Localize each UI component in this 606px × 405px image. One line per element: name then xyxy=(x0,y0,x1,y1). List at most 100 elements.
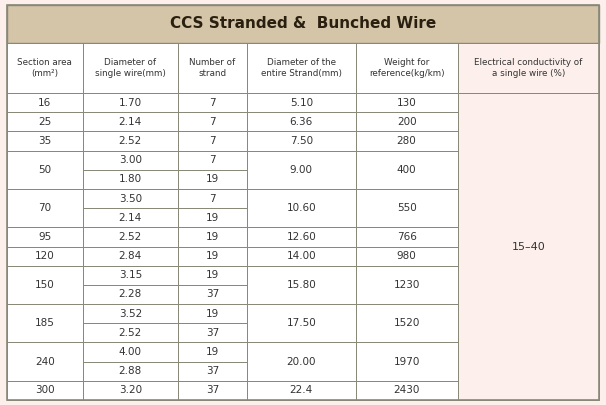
Bar xyxy=(7,43,82,93)
Bar xyxy=(82,247,178,266)
Bar xyxy=(247,131,356,151)
Text: 9.00: 9.00 xyxy=(290,165,313,175)
Text: Electrical conductivity of
a single wire (%): Electrical conductivity of a single wire… xyxy=(474,58,582,78)
Text: 16: 16 xyxy=(38,98,52,108)
Text: 95: 95 xyxy=(38,232,52,242)
Bar xyxy=(82,43,178,93)
Bar xyxy=(82,304,178,323)
Text: 2.14: 2.14 xyxy=(119,117,142,127)
Bar xyxy=(356,189,458,227)
Text: 2.52: 2.52 xyxy=(119,136,142,146)
Text: 70: 70 xyxy=(38,203,52,213)
Bar xyxy=(178,112,247,131)
Bar xyxy=(178,343,247,362)
Text: 550: 550 xyxy=(397,203,416,213)
Bar xyxy=(247,112,356,131)
Text: 7: 7 xyxy=(209,155,216,165)
Bar xyxy=(178,189,247,208)
Text: 19: 19 xyxy=(206,232,219,242)
Bar xyxy=(178,93,247,112)
Text: CCS Stranded &  Bunched Wire: CCS Stranded & Bunched Wire xyxy=(170,17,436,32)
Bar xyxy=(7,5,599,43)
Bar xyxy=(82,151,178,170)
Bar xyxy=(7,227,82,247)
Text: 19: 19 xyxy=(206,174,219,184)
Bar xyxy=(247,247,356,266)
Text: 1230: 1230 xyxy=(393,280,420,290)
Bar xyxy=(247,304,356,343)
Bar xyxy=(7,304,82,343)
Bar xyxy=(82,266,178,285)
Text: 120: 120 xyxy=(35,251,55,261)
Text: 37: 37 xyxy=(206,328,219,338)
Bar xyxy=(7,151,82,189)
Text: 7: 7 xyxy=(209,98,216,108)
Text: 19: 19 xyxy=(206,309,219,319)
Text: 1970: 1970 xyxy=(393,357,420,367)
Bar xyxy=(178,323,247,343)
Bar xyxy=(356,112,458,131)
Text: 240: 240 xyxy=(35,357,55,367)
Bar xyxy=(356,43,458,93)
Text: 2.84: 2.84 xyxy=(119,251,142,261)
Bar xyxy=(178,151,247,170)
Text: 20.00: 20.00 xyxy=(287,357,316,367)
Text: 19: 19 xyxy=(206,270,219,280)
Text: 37: 37 xyxy=(206,366,219,376)
Bar xyxy=(7,247,82,266)
Text: 980: 980 xyxy=(397,251,416,261)
Bar xyxy=(247,227,356,247)
Bar xyxy=(82,285,178,304)
Bar xyxy=(82,208,178,227)
Text: 2.52: 2.52 xyxy=(119,232,142,242)
Text: 5.10: 5.10 xyxy=(290,98,313,108)
Text: 2.14: 2.14 xyxy=(119,213,142,223)
Text: 19: 19 xyxy=(206,251,219,261)
Bar xyxy=(7,266,82,304)
Text: Section area
(mm²): Section area (mm²) xyxy=(18,58,72,78)
Text: 15.80: 15.80 xyxy=(287,280,316,290)
Bar xyxy=(7,93,82,112)
Text: 2.28: 2.28 xyxy=(119,290,142,299)
Bar xyxy=(178,304,247,323)
Text: 3.20: 3.20 xyxy=(119,386,142,395)
Bar xyxy=(82,131,178,151)
Text: Weight for
reference(kg/km): Weight for reference(kg/km) xyxy=(369,58,444,78)
Text: 22.4: 22.4 xyxy=(290,386,313,395)
Bar xyxy=(7,112,82,131)
Bar xyxy=(82,170,178,189)
Bar xyxy=(356,343,458,381)
Bar xyxy=(82,381,178,400)
Text: 2430: 2430 xyxy=(393,386,420,395)
Text: Number of
strand: Number of strand xyxy=(190,58,236,78)
Bar xyxy=(247,43,356,93)
Text: 400: 400 xyxy=(397,165,416,175)
Text: 37: 37 xyxy=(206,290,219,299)
Text: 7.50: 7.50 xyxy=(290,136,313,146)
Bar xyxy=(178,247,247,266)
Text: 1520: 1520 xyxy=(393,318,420,328)
Text: 37: 37 xyxy=(206,386,219,395)
Bar xyxy=(247,381,356,400)
Bar xyxy=(356,266,458,304)
Bar xyxy=(178,381,247,400)
Bar xyxy=(7,131,82,151)
Text: 1.80: 1.80 xyxy=(119,174,142,184)
Text: 15–40: 15–40 xyxy=(511,241,545,252)
Text: 50: 50 xyxy=(38,165,52,175)
Text: 19: 19 xyxy=(206,213,219,223)
Bar xyxy=(82,93,178,112)
Bar xyxy=(178,227,247,247)
Text: 7: 7 xyxy=(209,117,216,127)
Bar xyxy=(82,227,178,247)
Text: 2.88: 2.88 xyxy=(119,366,142,376)
Bar xyxy=(178,170,247,189)
Bar xyxy=(247,189,356,227)
Text: 3.15: 3.15 xyxy=(119,270,142,280)
Text: 130: 130 xyxy=(397,98,416,108)
Text: 25: 25 xyxy=(38,117,52,127)
Bar xyxy=(247,266,356,304)
Bar xyxy=(356,247,458,266)
Text: 766: 766 xyxy=(397,232,416,242)
Bar xyxy=(82,112,178,131)
